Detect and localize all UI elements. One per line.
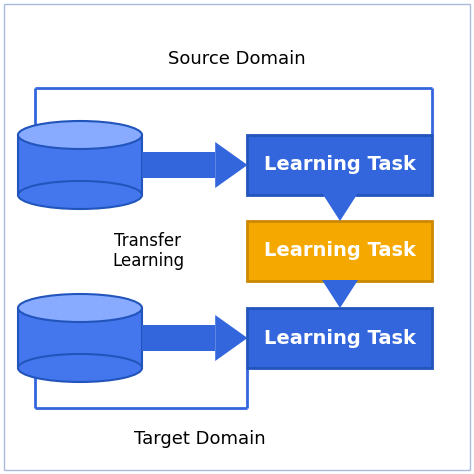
Bar — [18, 308, 142, 368]
Bar — [142, 325, 215, 351]
Polygon shape — [215, 142, 247, 188]
Bar — [18, 135, 142, 195]
Bar — [247, 308, 432, 368]
Text: Learning Task: Learning Task — [264, 155, 416, 174]
Bar — [142, 152, 215, 178]
Bar — [330, 280, 350, 281]
Text: Transfer
Learning: Transfer Learning — [112, 232, 184, 270]
Ellipse shape — [18, 121, 142, 149]
Polygon shape — [322, 280, 358, 308]
Text: Learning Task: Learning Task — [264, 328, 416, 347]
Ellipse shape — [18, 181, 142, 209]
Ellipse shape — [18, 294, 142, 322]
Polygon shape — [215, 315, 247, 361]
Polygon shape — [322, 193, 358, 221]
Text: Target Domain: Target Domain — [134, 430, 266, 448]
Bar — [247, 221, 432, 281]
Text: Source Domain: Source Domain — [168, 50, 306, 68]
Bar — [247, 135, 432, 195]
Bar — [330, 193, 350, 195]
Ellipse shape — [18, 354, 142, 382]
Text: Learning Task: Learning Task — [264, 241, 416, 261]
